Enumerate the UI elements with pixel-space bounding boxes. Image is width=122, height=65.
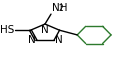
Text: NH: NH	[52, 3, 67, 13]
Text: HS: HS	[0, 25, 15, 35]
Text: N: N	[55, 35, 62, 45]
Text: N: N	[28, 35, 36, 45]
Text: 2: 2	[58, 4, 63, 13]
Text: N: N	[41, 25, 49, 35]
